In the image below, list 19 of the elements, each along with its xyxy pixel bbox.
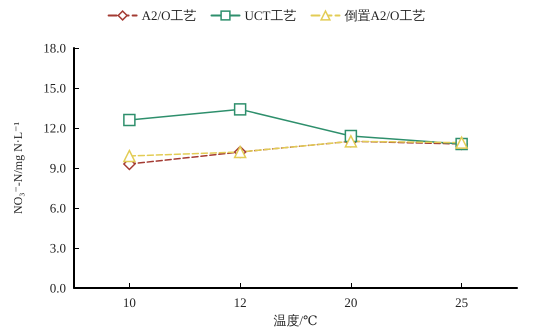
y-tick-label: 12.0: [43, 120, 66, 136]
y-tick-label: 0.0: [50, 280, 66, 296]
y-tick-label: 6.0: [50, 200, 66, 216]
legend-label: 倒置A2/O工艺: [344, 8, 426, 23]
legend-label: A2/O工艺: [142, 8, 196, 23]
x-tick-label: 12: [234, 295, 247, 310]
y-tick-label: 18.0: [43, 40, 66, 56]
legend-label: UCT工艺: [244, 8, 296, 23]
point: [123, 150, 136, 162]
y-tick-label: 15.0: [43, 80, 66, 96]
x-tick-label: 25: [455, 295, 468, 310]
y-axis-title: NO₃⁻-N/mg N·L⁻¹: [11, 122, 25, 214]
y-tick-label: 3.0: [50, 240, 66, 256]
x-axis-title: 温度/℃: [273, 313, 318, 328]
y-tick-label: 9.0: [50, 160, 66, 176]
point: [234, 103, 246, 116]
point: [123, 114, 136, 126]
x-tick-label: 10: [122, 295, 136, 310]
x-tick-label: 20: [344, 295, 358, 310]
